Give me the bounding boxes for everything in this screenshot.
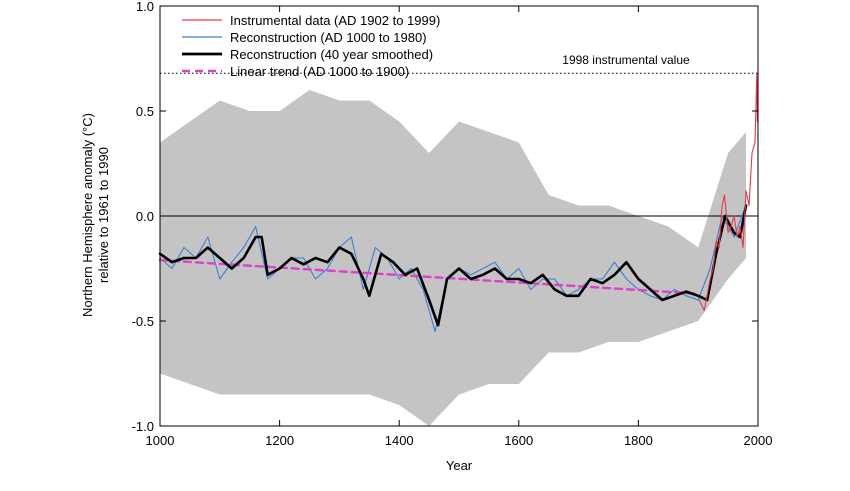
legend-label-1: Reconstruction (AD 1000 to 1980) bbox=[230, 30, 427, 45]
y-axis-label: Northern Hemisphere anomaly (°C) bbox=[80, 113, 95, 317]
x-tick-label: 1000 bbox=[146, 433, 175, 448]
legend: Instrumental data (AD 1902 to 1999) Recon… bbox=[182, 13, 440, 79]
y-tick-label: 1.0 bbox=[136, 0, 154, 14]
instrumental-1998-annotation: 1998 instrumental value bbox=[562, 53, 690, 67]
y-tick-label: 0.0 bbox=[136, 209, 154, 224]
x-tick-label: 1400 bbox=[385, 433, 414, 448]
series-line-0 bbox=[698, 72, 758, 312]
y-tick-label: -0.5 bbox=[132, 314, 154, 329]
uncertainty-band bbox=[160, 90, 747, 426]
y-tick-label: -1.0 bbox=[132, 419, 154, 434]
x-axis-label: Year bbox=[446, 458, 473, 473]
y-tick-label: 0.5 bbox=[136, 104, 154, 119]
x-tick-label: 1800 bbox=[624, 433, 653, 448]
x-tick-label: 2000 bbox=[744, 433, 773, 448]
legend-label-3: Linear trend (AD 1000 to 1900) bbox=[230, 64, 409, 79]
legend-label-0: Instrumental data (AD 1902 to 1999) bbox=[230, 13, 440, 28]
series-line-2 bbox=[158, 204, 748, 327]
series-line-3 bbox=[158, 258, 700, 295]
axes: 1000 1200 1400 1600 1800 2000 -1.0 -0.5 0.0 0.5 1.… bbox=[132, 0, 773, 448]
x-tick-label: 1200 bbox=[265, 433, 294, 448]
legend-label-2: Reconstruction (40 year smoothed) bbox=[230, 47, 433, 62]
y-axis-label-line2: relative to 1961 to 1990 bbox=[96, 147, 111, 283]
plot-area bbox=[158, 72, 758, 426]
x-tick-label: 1600 bbox=[504, 433, 533, 448]
